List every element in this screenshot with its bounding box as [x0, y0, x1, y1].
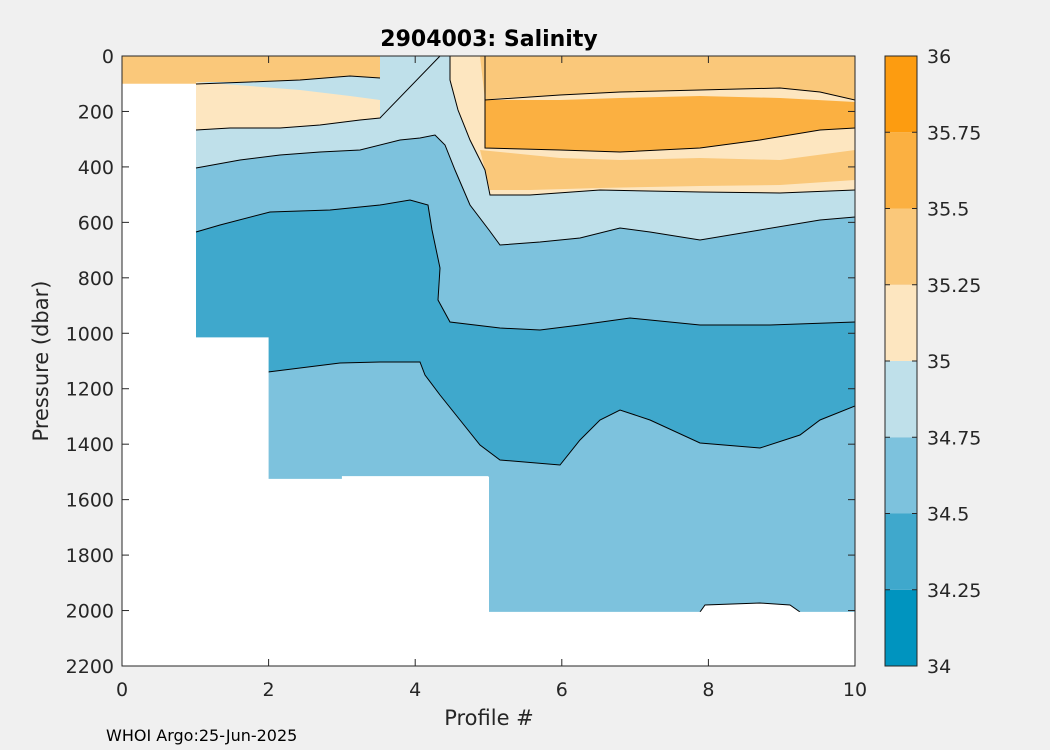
colorbar-segment: [885, 284, 917, 361]
colorbar-segment: [885, 132, 917, 209]
colorbar-tick-label: 34.75: [927, 427, 981, 449]
colorbar-segment: [885, 208, 917, 285]
no-data-region: [122, 83, 855, 666]
band-35.25-35.5: [122, 56, 855, 190]
x-axis-label: Profile #: [444, 706, 534, 730]
colorbar-tick-label: 34.5: [927, 504, 969, 526]
y-tick-label: 2200: [66, 656, 114, 678]
contour-line-35.5: [484, 100, 855, 153]
colorbar-segment: [885, 361, 917, 438]
x-tick-label: 8: [702, 679, 714, 701]
colorbar-tick-label: 35.75: [927, 122, 981, 144]
colorbar-segment: [885, 437, 917, 514]
x-tick-label: 2: [263, 679, 275, 701]
colorbar-tick-label: 36: [927, 46, 951, 68]
colorbar-segment: [885, 513, 917, 590]
y-axis: 0 200 400 600 800 1000 1200 1400 1600 1800 2000 220…: [66, 46, 855, 678]
contour-line-35-upper: [449, 56, 855, 196]
y-tick-label: 400: [78, 157, 114, 179]
salinity-contour-fill: [122, 56, 855, 612]
colorbar-tick-label: 34: [927, 656, 951, 678]
colorbar-tick-label: 35: [927, 351, 951, 373]
band-34.25-34.5: [196, 200, 855, 465]
contour-line-34.5-upper: [195, 199, 855, 331]
y-tick-label: 1200: [66, 379, 114, 401]
contour-lines: [195, 56, 855, 613]
y-tick-label: 200: [78, 101, 114, 123]
colorbar: [885, 56, 917, 666]
y-tick-label: 1400: [66, 434, 114, 456]
colorbar-tick-label: 34.25: [927, 580, 981, 602]
x-tick-label: 0: [116, 679, 128, 701]
footer-stamp: WHOI Argo:25-Jun-2025: [106, 726, 297, 745]
y-tick-label: 600: [78, 212, 114, 234]
band-35.5-35.75: [485, 96, 855, 152]
colorbar-segment: [885, 589, 917, 666]
contour-line-35.25: [195, 75, 381, 85]
colorbar-ticks: 34 34.25 34.5 34.75 35 35.25 35.5 35.75 36: [885, 46, 981, 678]
contour-line-34.75: [195, 134, 855, 246]
contour-line-34.5-lower: [267, 361, 855, 466]
x-axis: 0 2 4 6 8 10: [116, 56, 867, 701]
y-tick-label: 2000: [66, 601, 114, 623]
colorbar-segment: [885, 56, 917, 133]
plot-frame: [121, 55, 856, 667]
y-axis-label: Pressure (dbar): [29, 281, 53, 442]
y-tick-label: 1600: [66, 490, 114, 512]
contour-line-35.25-b: [484, 56, 855, 101]
colorbar-tick-label: 35.25: [927, 275, 981, 297]
x-tick-label: 10: [843, 679, 867, 701]
y-tick-label: 1800: [66, 545, 114, 567]
contour-line-34.75-deep: [699, 602, 801, 613]
colorbar-tick-label: 35.5: [927, 199, 969, 221]
contour-line-35-lower: [195, 56, 441, 131]
x-tick-label: 4: [409, 679, 421, 701]
y-tick-label: 1000: [66, 323, 114, 345]
x-tick-label: 6: [556, 679, 568, 701]
chart-title: 2904003: Salinity: [380, 27, 597, 52]
y-tick-label: 800: [78, 268, 114, 290]
y-tick-label: 0: [102, 46, 114, 68]
